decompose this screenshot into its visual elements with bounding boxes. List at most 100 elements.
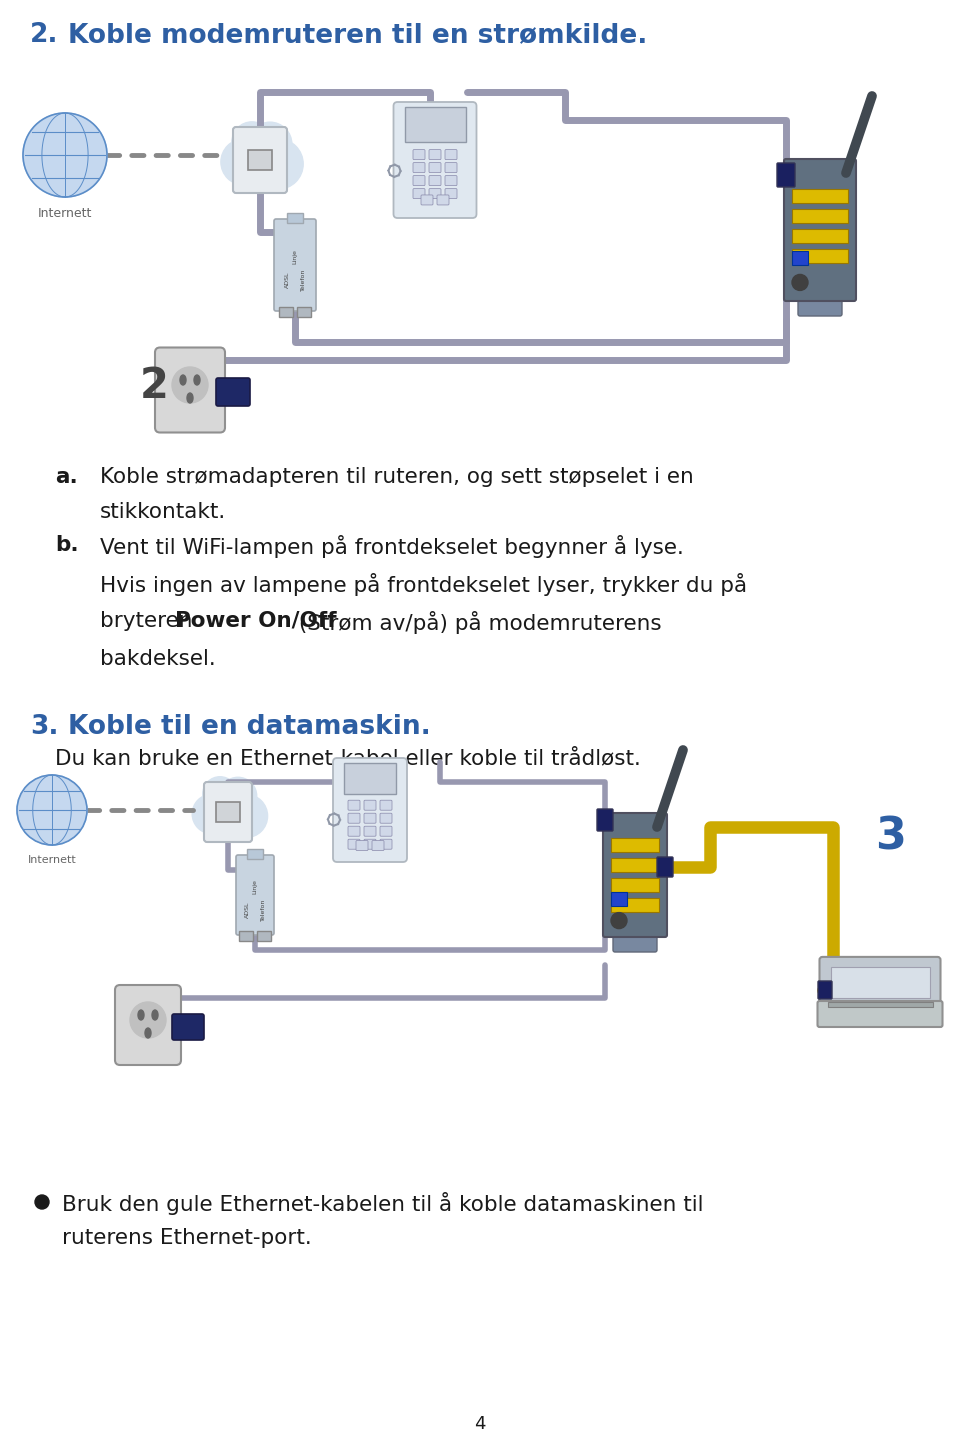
Text: Telefon: Telefon [260, 899, 266, 921]
FancyBboxPatch shape [445, 163, 457, 173]
FancyBboxPatch shape [828, 1002, 932, 1007]
FancyBboxPatch shape [792, 250, 808, 265]
Circle shape [207, 799, 249, 840]
FancyBboxPatch shape [597, 809, 613, 830]
FancyBboxPatch shape [380, 826, 392, 836]
FancyBboxPatch shape [279, 307, 293, 317]
Circle shape [203, 781, 253, 832]
Text: 3: 3 [875, 814, 906, 858]
Text: Linje: Linje [252, 879, 257, 895]
Circle shape [219, 777, 256, 814]
FancyBboxPatch shape [421, 194, 433, 204]
Text: (Strøm av/på) på modemruterens: (Strøm av/på) på modemruterens [292, 612, 662, 635]
FancyBboxPatch shape [344, 763, 396, 794]
FancyBboxPatch shape [274, 219, 316, 311]
Text: 2: 2 [140, 366, 169, 407]
FancyBboxPatch shape [613, 930, 657, 953]
FancyBboxPatch shape [364, 813, 376, 823]
FancyBboxPatch shape [413, 189, 425, 199]
Text: Koble modemruteren til en strømkilde.: Koble modemruteren til en strømkilde. [68, 22, 647, 47]
Circle shape [203, 777, 237, 812]
FancyBboxPatch shape [216, 378, 250, 406]
FancyBboxPatch shape [818, 1002, 943, 1027]
FancyBboxPatch shape [603, 813, 667, 937]
FancyBboxPatch shape [445, 176, 457, 186]
FancyBboxPatch shape [356, 840, 368, 850]
Text: Vent til WiFi-lampen på frontdekselet begynner å lyse.: Vent til WiFi-lampen på frontdekselet be… [100, 535, 684, 558]
FancyBboxPatch shape [404, 106, 466, 141]
FancyBboxPatch shape [287, 213, 303, 223]
Circle shape [192, 794, 231, 833]
FancyBboxPatch shape [248, 150, 272, 170]
Circle shape [23, 114, 107, 197]
FancyBboxPatch shape [437, 194, 449, 204]
Circle shape [248, 122, 292, 165]
FancyBboxPatch shape [611, 898, 659, 912]
Text: Koble til en datamaskin.: Koble til en datamaskin. [68, 714, 431, 740]
FancyBboxPatch shape [792, 249, 848, 262]
FancyBboxPatch shape [830, 967, 929, 999]
Ellipse shape [194, 376, 200, 386]
FancyBboxPatch shape [445, 189, 457, 199]
FancyBboxPatch shape [429, 189, 441, 199]
Text: Linje: Linje [293, 249, 298, 265]
Text: bakdeksel.: bakdeksel. [100, 649, 216, 669]
Text: Internett: Internett [37, 207, 92, 220]
FancyBboxPatch shape [364, 800, 376, 810]
FancyBboxPatch shape [798, 294, 842, 317]
Text: ADSL: ADSL [284, 272, 290, 288]
FancyBboxPatch shape [372, 840, 384, 850]
Circle shape [232, 122, 273, 163]
Circle shape [130, 1002, 166, 1038]
Text: Internett: Internett [28, 855, 77, 865]
FancyBboxPatch shape [777, 163, 795, 187]
FancyBboxPatch shape [364, 839, 376, 849]
Text: Power On/Off: Power On/Off [175, 612, 336, 630]
Ellipse shape [180, 376, 186, 386]
FancyBboxPatch shape [380, 800, 392, 810]
Text: Bruk den gule Ethernet-kabelen til å koble datamaskinen til: Bruk den gule Ethernet-kabelen til å kob… [62, 1191, 704, 1215]
FancyBboxPatch shape [792, 229, 848, 243]
Circle shape [35, 1194, 49, 1209]
Text: 3.: 3. [30, 714, 59, 740]
FancyBboxPatch shape [413, 176, 425, 186]
Ellipse shape [145, 1027, 151, 1038]
FancyBboxPatch shape [236, 855, 274, 935]
FancyBboxPatch shape [820, 957, 941, 1007]
Circle shape [207, 791, 249, 833]
FancyBboxPatch shape [172, 1014, 204, 1040]
FancyBboxPatch shape [413, 150, 425, 160]
Circle shape [17, 776, 87, 845]
FancyBboxPatch shape [611, 837, 659, 852]
Circle shape [252, 138, 303, 189]
Text: 4: 4 [474, 1415, 486, 1433]
FancyBboxPatch shape [429, 150, 441, 160]
FancyBboxPatch shape [380, 813, 392, 823]
Text: stikkontakt.: stikkontakt. [100, 502, 227, 522]
Text: 2.: 2. [30, 22, 59, 47]
FancyBboxPatch shape [348, 813, 360, 823]
FancyBboxPatch shape [611, 878, 659, 892]
FancyBboxPatch shape [611, 892, 627, 907]
Ellipse shape [187, 393, 193, 403]
Text: Du kan bruke en Ethernet-kabel eller koble til trådløst.: Du kan bruke en Ethernet-kabel eller kob… [55, 748, 641, 768]
FancyBboxPatch shape [348, 826, 360, 836]
Text: ADSL: ADSL [245, 902, 250, 918]
FancyBboxPatch shape [155, 347, 225, 433]
Text: Koble strømadapteren til ruteren, og sett støpselet i en: Koble strømadapteren til ruteren, og set… [100, 468, 694, 486]
FancyBboxPatch shape [297, 307, 311, 317]
Circle shape [230, 125, 289, 183]
Circle shape [221, 140, 267, 186]
FancyBboxPatch shape [115, 986, 181, 1065]
FancyBboxPatch shape [204, 781, 252, 842]
FancyBboxPatch shape [348, 800, 360, 810]
FancyBboxPatch shape [239, 931, 253, 941]
FancyBboxPatch shape [611, 858, 659, 872]
Text: a.: a. [55, 468, 78, 486]
FancyBboxPatch shape [429, 163, 441, 173]
Text: Hvis ingen av lampene på frontdekselet lyser, trykker du på: Hvis ingen av lampene på frontdekselet l… [100, 573, 747, 596]
FancyBboxPatch shape [247, 849, 263, 859]
FancyBboxPatch shape [445, 150, 457, 160]
FancyBboxPatch shape [380, 839, 392, 849]
FancyBboxPatch shape [792, 209, 848, 223]
